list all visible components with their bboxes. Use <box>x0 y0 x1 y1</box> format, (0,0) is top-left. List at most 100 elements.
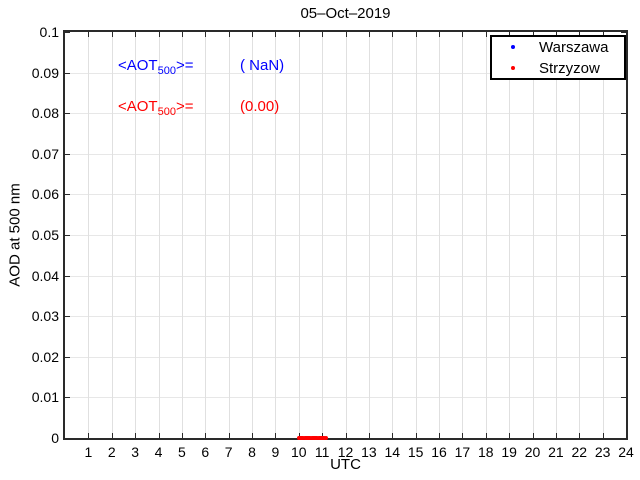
x-gridline <box>205 32 207 438</box>
y-tick-mark <box>65 316 70 318</box>
x-tick-label: 2 <box>107 444 116 460</box>
x-gridline <box>415 32 417 438</box>
x-tick-mark <box>111 32 113 37</box>
x-tick-mark <box>626 433 627 438</box>
y-tick-mark <box>621 194 626 196</box>
x-tick-mark <box>368 32 370 37</box>
y-tick-label: 0.02 <box>31 348 59 365</box>
x-gridline <box>345 32 347 438</box>
y-tick-mark <box>621 316 626 318</box>
legend: Warszawa Strzyzow <box>490 35 626 80</box>
x-tick-label: 8 <box>248 444 256 460</box>
x-gridline <box>439 32 440 438</box>
x-tick-mark <box>392 32 394 37</box>
x-gridline <box>181 32 183 438</box>
x-tick-mark <box>275 32 277 37</box>
x-tick-mark <box>275 433 277 438</box>
x-tick-label: 1 <box>84 444 93 460</box>
x-tick-label: 11 <box>314 444 330 460</box>
y-tick-mark <box>65 113 70 115</box>
y-tick-label: 0.08 <box>31 105 59 122</box>
x-tick-mark <box>158 433 160 438</box>
x-tick-mark <box>298 433 300 438</box>
x-tick-mark <box>181 32 183 37</box>
data-point-strzyzow <box>323 436 328 440</box>
y-tick-mark <box>621 356 626 358</box>
y-tick-label: 0.05 <box>31 227 59 243</box>
y-tick-mark <box>621 438 626 439</box>
x-tick-label: 4 <box>154 444 163 460</box>
x-tick-mark <box>158 32 160 37</box>
chart-title: 05–Oct–2019 <box>300 5 391 22</box>
x-tick-mark <box>88 32 90 37</box>
x-tick-label: 16 <box>431 444 447 460</box>
y-tick-label: 0.03 <box>31 308 59 325</box>
x-gridline <box>322 32 324 438</box>
x-tick-mark <box>509 32 511 37</box>
x-tick-mark <box>252 32 253 37</box>
x-tick-mark <box>135 433 137 438</box>
x-gridline <box>579 32 581 438</box>
x-tick-label: 21 <box>548 444 564 460</box>
annotation-value-warszawa: ( NaN) <box>240 57 285 74</box>
x-tick-mark <box>579 32 581 37</box>
x-tick-mark <box>345 32 347 37</box>
x-gridline <box>228 32 230 438</box>
y-tick-label: 0.1 <box>39 24 59 40</box>
x-tick-mark <box>415 32 417 37</box>
x-gridline <box>158 32 160 438</box>
x-tick-mark <box>181 433 183 438</box>
x-tick-mark <box>555 32 557 37</box>
x-tick-label: 17 <box>454 444 471 460</box>
x-tick-label: 15 <box>407 444 424 460</box>
x-tick-mark <box>462 433 464 438</box>
x-tick-mark <box>462 32 464 37</box>
annotation-mean-warszawa: <AOT500>= ( NaN) <box>118 57 284 77</box>
annotation-value-strzyzow: (0.00) <box>240 98 280 115</box>
x-tick-label: 22 <box>571 444 588 460</box>
x-gridline <box>252 32 253 438</box>
x-tick-mark <box>555 433 557 438</box>
y-tick-label: 0 <box>51 430 59 446</box>
y-tick-mark <box>65 32 70 33</box>
y-tick-mark <box>621 275 626 277</box>
x-tick-mark <box>111 433 113 438</box>
x-tick-label: 12 <box>337 444 354 460</box>
x-tick-label: 19 <box>501 444 517 460</box>
warszawa-marker-icon <box>511 45 515 49</box>
x-gridline <box>88 32 90 438</box>
x-tick-mark <box>602 32 604 37</box>
x-tick-mark <box>252 433 253 438</box>
x-gridline <box>509 32 511 438</box>
plot-area: 0.1 0.09 0.08 0.07 0.06 0.05 0.04 0.03 0.02 0.01 0… <box>32 24 634 460</box>
x-tick-mark <box>485 433 487 438</box>
x-tick-mark <box>602 433 604 438</box>
x-tick-mark <box>88 433 90 438</box>
y-tick-mark <box>65 72 70 74</box>
x-gridline <box>111 32 113 438</box>
y-tick-label: 0.04 <box>31 267 59 284</box>
x-tick-mark <box>439 32 440 37</box>
annotation-label-warszawa: <AOT500>= <box>118 57 194 77</box>
x-tick-mark <box>532 32 534 37</box>
x-gridline <box>135 32 137 438</box>
x-gridline <box>485 32 487 438</box>
x-tick-label: 7 <box>224 444 233 460</box>
x-gridline <box>298 32 300 438</box>
y-tick-mark <box>621 397 626 399</box>
y-tick-label: 0.07 <box>31 145 59 162</box>
y-tick-mark <box>65 235 70 236</box>
y-tick-mark <box>65 194 70 196</box>
x-gridline <box>532 32 534 438</box>
x-tick-mark <box>439 433 440 438</box>
x-tick-mark <box>228 433 230 438</box>
y-tick-mark <box>621 235 626 236</box>
y-tick-mark <box>65 275 70 277</box>
annotation-mean-strzyzow: <AOT500>= (0.00) <box>118 98 279 118</box>
x-tick-label: 5 <box>177 444 186 460</box>
x-axis-label: UTC <box>330 456 361 473</box>
x-tick-label: 13 <box>361 444 377 460</box>
y-tick-label: 0.09 <box>31 64 59 81</box>
y-tick-mark <box>65 397 70 399</box>
